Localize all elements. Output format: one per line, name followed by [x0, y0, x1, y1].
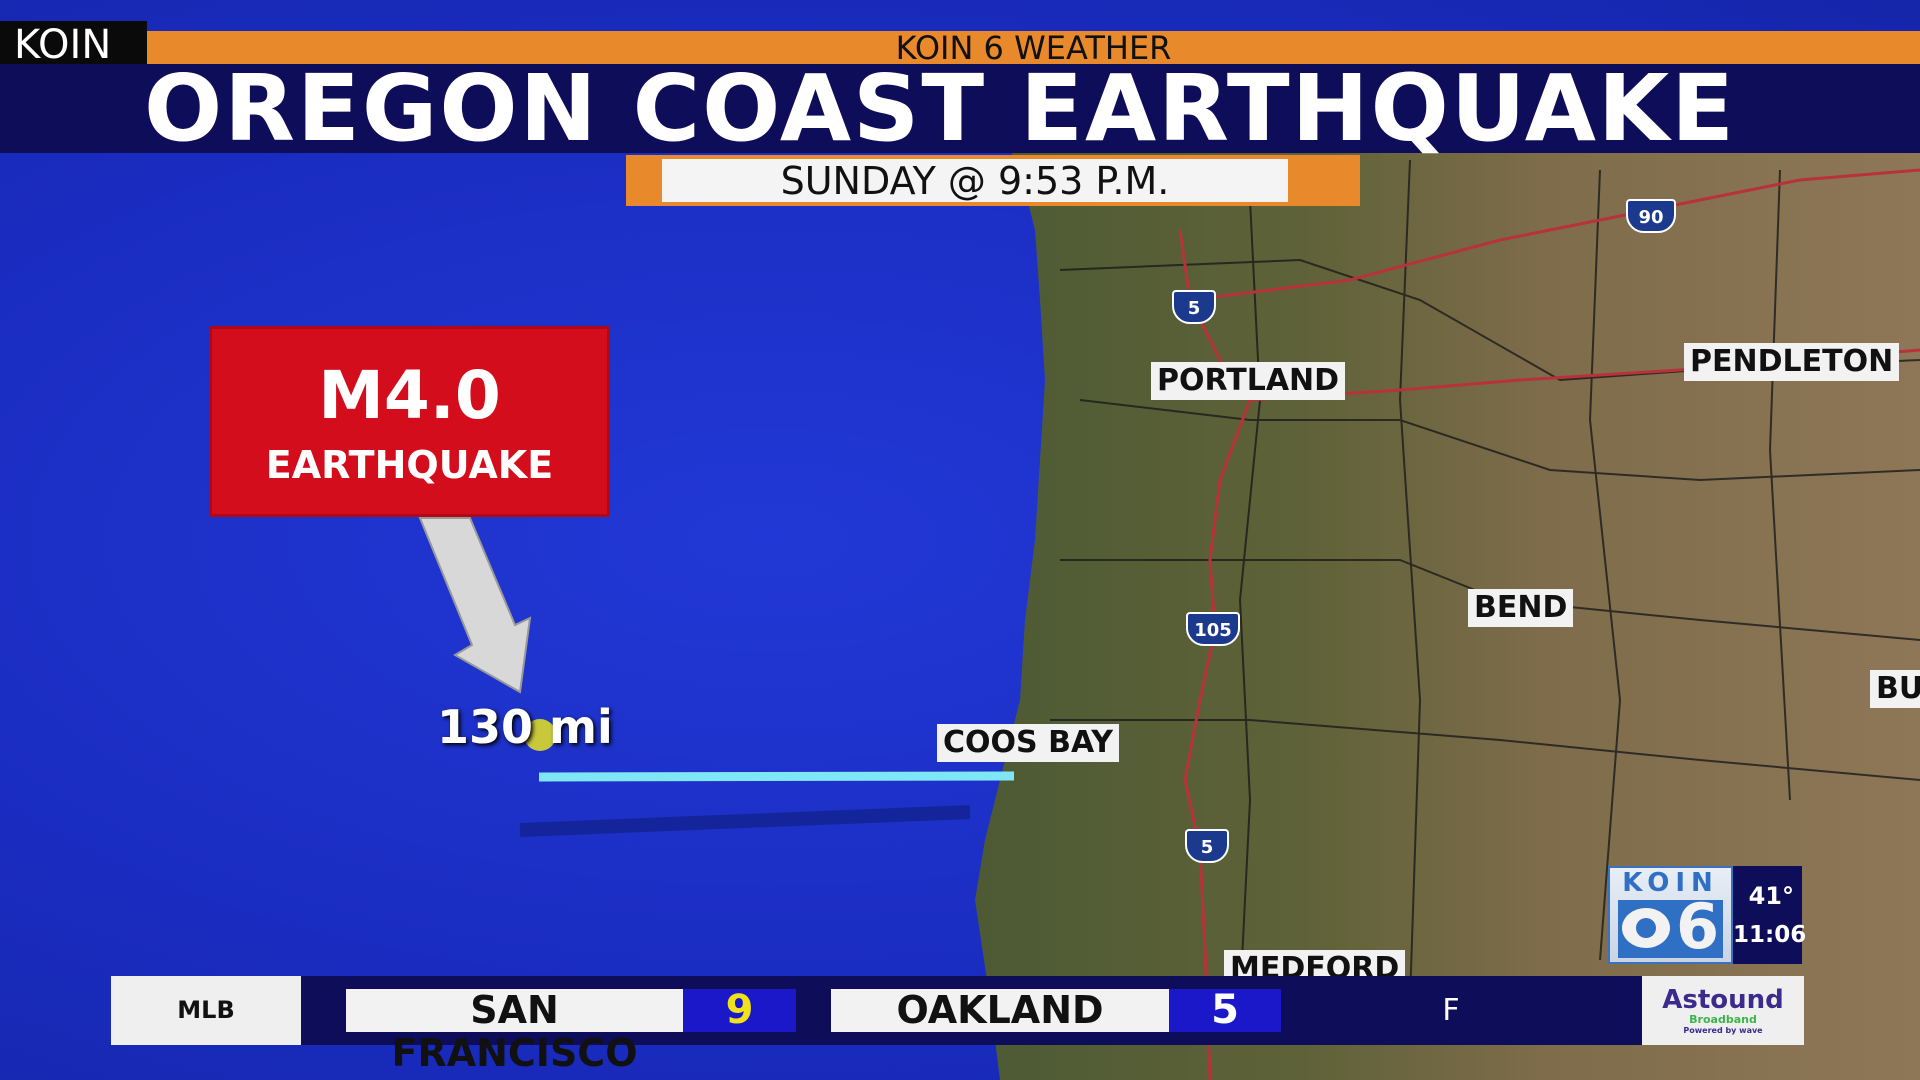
temperature: 41°: [1748, 882, 1794, 910]
away-score: 5: [1169, 989, 1281, 1032]
logo-text: KOIN: [1622, 868, 1719, 898]
city-label-coos-bay: COOS BAY: [937, 724, 1120, 762]
epicenter-marker: [524, 719, 556, 751]
magnitude-label: EARTHQUAKE: [265, 443, 554, 487]
interstate-105-shield-icon: 105: [1186, 612, 1240, 646]
distance-line: [538, 771, 1015, 782]
network-bar: KOIN 6 WEATHER: [147, 31, 1920, 65]
interstate-5-shield-icon: 5: [1185, 829, 1229, 863]
magnitude-box: M4.0 EARTHQUAKE: [209, 326, 610, 517]
sponsor-name: Astound: [1662, 985, 1784, 1015]
sponsor-sub: Broadband: [1689, 1013, 1757, 1026]
city-label-pendleton: PENDLETON: [1684, 343, 1900, 381]
away-team: OAKLAND: [831, 989, 1169, 1032]
home-score: 9: [683, 989, 796, 1032]
arrow-icon: [418, 517, 532, 694]
logo-number: 6: [1676, 890, 1720, 963]
game-status: F: [1442, 993, 1460, 1028]
city-label-portland: PORTLAND: [1151, 362, 1346, 400]
score-ticker: MLB SAN FRANCISCO 9 OAKLAND 5 F Astound …: [111, 976, 1804, 1075]
clock-time: 11:06: [1733, 922, 1807, 948]
home-team: SAN FRANCISCO: [346, 989, 683, 1075]
league-label: MLB: [111, 976, 301, 1045]
time-banner: SUNDAY @ 9:53 P.M.: [626, 155, 1360, 206]
headline-title: OREGON COAST EARTHQUAKE: [0, 63, 1920, 155]
distance-line-shadow: [519, 805, 971, 837]
cbs-eye-icon: [1622, 908, 1670, 948]
city-label-burns: BU: [1870, 670, 1920, 708]
magnitude-value: M4.0: [318, 357, 501, 434]
distance-label: 130 mi: [437, 700, 613, 754]
koin6-logo: KOIN 6: [1608, 866, 1733, 964]
interstate-5-shield-icon: 5: [1172, 290, 1216, 324]
station-tag: KOIN: [0, 21, 147, 70]
city-label-bend: BEND: [1468, 589, 1574, 627]
weather-time-bug: 41° 11:06: [1733, 866, 1807, 964]
sponsor-logo: Astound Broadband Powered by wave: [1642, 976, 1804, 1045]
sponsor-tag: Powered by wave: [1683, 1026, 1763, 1035]
time-text: SUNDAY @ 9:53 P.M.: [662, 159, 1288, 203]
logo-mark: 6: [1618, 894, 1723, 960]
interstate-90-shield-icon: 90: [1626, 199, 1676, 233]
